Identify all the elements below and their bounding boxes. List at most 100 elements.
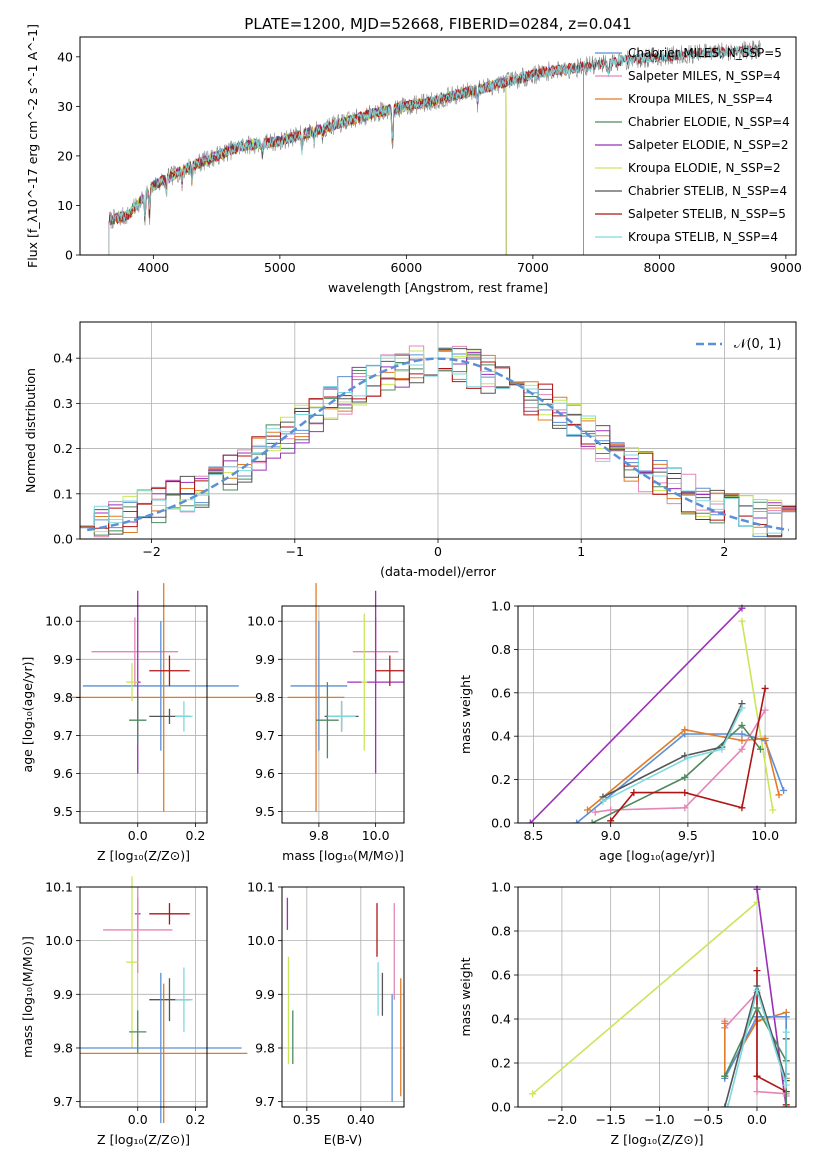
y-tick-label: 0.4 <box>491 1012 511 1027</box>
x-tick-label: −2.0 <box>547 1112 577 1127</box>
legend-label-salpeter_stelib: Salpeter STELIB, N_SSP=5 <box>628 207 786 221</box>
legend-label-kroupa_stelib: Kroupa STELIB, N_SSP=4 <box>628 230 778 244</box>
weight-marker <box>681 773 689 781</box>
model-spectrum-salpeter_stelib <box>108 45 761 255</box>
x-axis-label: age [log₁₀(age/yr)] <box>599 848 715 863</box>
x-tick-label: −1 <box>286 544 304 559</box>
x-tick-label: 1 <box>577 544 585 559</box>
y-tick-label: 9.8 <box>255 690 275 705</box>
weight-marker <box>721 1072 729 1080</box>
errorbar-point-kroupa_stelib <box>175 967 193 1032</box>
x-tick-label: 8000 <box>643 260 675 275</box>
errorbar-point-chabrier_miles <box>290 621 348 751</box>
errorbar-point-salpeter_stelib <box>149 655 190 686</box>
y-tick-label: 9.7 <box>255 1094 275 1109</box>
weight-series-kroupa_miles <box>584 726 783 814</box>
x-tick-label: 0.0 <box>128 1112 148 1127</box>
y-tick-label: 9.9 <box>53 987 73 1002</box>
weight-marker <box>721 1103 729 1107</box>
x-tick-label: 0 <box>434 544 442 559</box>
x-tick-label: 8.5 <box>523 828 543 843</box>
model-spectrum-kroupa_miles <box>108 61 584 255</box>
model-spectrum-chabrier_miles <box>108 62 584 255</box>
weight-marker <box>526 819 534 823</box>
weight-marker <box>591 808 599 816</box>
y-tick-label: 0.2 <box>491 1056 511 1071</box>
axes-frame <box>517 605 797 824</box>
errorbar-point-chabrier_elodie <box>129 1010 147 1054</box>
weight-marker <box>588 819 596 823</box>
y-tick-label: 0.4 <box>53 351 73 366</box>
chart-spectrum: 4000 5000 6000 7000 8000 9000 0 10 20 30 40 wavelen… <box>25 15 802 295</box>
x-axis-label: Z [log₁₀(Z/Z⊙)] <box>97 1132 190 1147</box>
weight-marker <box>782 1013 790 1021</box>
errorbar-point-salpeter_elodie <box>347 590 404 774</box>
x-axis-label: Z [log₁₀(Z/Z⊙)] <box>97 848 190 863</box>
chart-residuals: −2 −1 0 1 2 0.0 0.1 0.2 0.3 0.4 (data-model)/error… <box>23 321 797 579</box>
weight-marker <box>607 817 615 823</box>
y-tick-label: 10.0 <box>247 933 275 948</box>
chart-age_vs_mass: 9.8 10.0 9.5 9.6 9.7 9.8 9.9 10.0 mass [log₁₀(M/… <box>247 583 405 863</box>
errorbar-point-kroupa_elodie <box>126 663 138 702</box>
axes-frame <box>517 886 797 1108</box>
legend-label-kroupa_miles: Kroupa MILES, N_SSP=4 <box>628 92 773 106</box>
y-tick-label: 0.0 <box>491 1100 511 1115</box>
errorbar-point-kroupa_miles <box>71 583 257 812</box>
x-tick-label: 0.0 <box>747 1112 767 1127</box>
axes-frame <box>281 605 405 824</box>
errorbar-point-chabrier_elodie <box>316 682 339 759</box>
y-tick-label: 9.8 <box>53 1040 73 1055</box>
plot-area <box>79 345 797 539</box>
weight-marker <box>753 1072 761 1080</box>
weight-marker <box>782 1103 790 1107</box>
weight-series-kroupa_elodie <box>529 898 761 1098</box>
y-axis-label: age [log₁₀(age/yr)] <box>20 657 35 773</box>
y-tick-label: 10.0 <box>45 614 73 629</box>
weight-marker <box>738 704 746 712</box>
axes-frame <box>79 886 208 1108</box>
normal-curve <box>87 357 789 532</box>
x-tick-label: 0.40 <box>347 1112 375 1127</box>
y-axis-label: mass [log₁₀(M/M⊙)] <box>20 936 35 1058</box>
errorbar-point-chabrier_miles <box>80 972 242 1124</box>
chart-weight_vs_age: 8.5 9.0 9.5 10.0 0.0 0.2 0.4 0.6 0.8 1.0 age [log₁… <box>458 599 797 863</box>
y-tick-label: 9.6 <box>255 766 275 781</box>
x-tick-label: 6000 <box>390 260 422 275</box>
x-axis-label: E(B-V) <box>324 1132 363 1147</box>
weight-marker <box>753 1088 761 1096</box>
x-tick-label: 2 <box>720 544 728 559</box>
weight-line <box>726 987 788 1107</box>
weight-series-kroupa_elodie <box>738 617 777 814</box>
y-tick-label: 9.9 <box>53 652 73 667</box>
y-tick-label: 1.0 <box>491 599 511 614</box>
weight-marker <box>681 789 689 797</box>
x-tick-label: −1.5 <box>595 1112 625 1127</box>
weight-marker <box>721 1019 729 1027</box>
weight-series-kroupa_stelib <box>599 704 746 805</box>
weight-marker <box>599 797 607 805</box>
x-tick-label: 4000 <box>137 260 169 275</box>
x-tick-label: −2 <box>142 544 160 559</box>
weight-marker <box>761 734 769 742</box>
y-tick-label: 1.0 <box>491 880 511 895</box>
weight-marker <box>753 967 761 975</box>
weight-line <box>741 621 774 811</box>
errorbar-point-kroupa_elodie <box>361 613 368 751</box>
model-spectrum-chabrier_stelib <box>108 43 761 255</box>
y-tick-label: 9.6 <box>53 766 73 781</box>
weight-marker <box>761 706 769 714</box>
weight-marker <box>724 1103 732 1107</box>
weight-marker <box>753 1004 761 1012</box>
plot-area <box>71 583 257 812</box>
x-tick-label: 7000 <box>517 260 549 275</box>
y-tick-label: 0 <box>65 248 73 263</box>
y-tick-label: 9.7 <box>53 728 73 743</box>
model-spectrum-salpeter_elodie <box>108 77 507 255</box>
weight-marker <box>681 804 689 812</box>
chart-title: PLATE=1200, MJD=52668, FIBERID=0284, z=0… <box>244 15 631 33</box>
weight-marker <box>607 806 615 814</box>
errorbar-point-salpeter_stelib <box>375 655 404 686</box>
weight-line <box>724 983 788 1107</box>
weight-line <box>602 703 743 798</box>
